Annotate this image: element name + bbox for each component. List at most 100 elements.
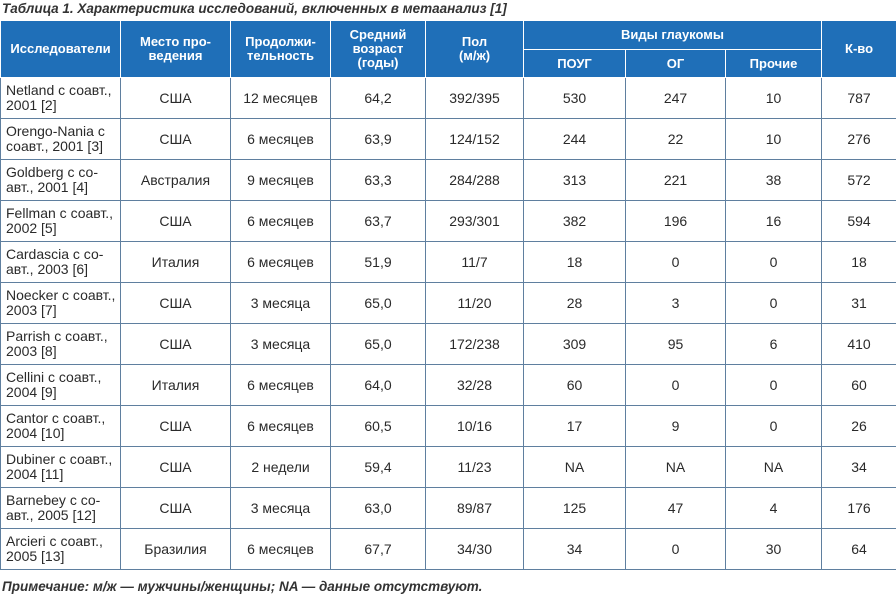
cell-place: Италия <box>120 364 231 406</box>
cell-poug: 60 <box>523 364 626 406</box>
cell-authors: Arcieri с соавт., 2005 [13] <box>0 528 121 570</box>
cell-sex: 34/30 <box>425 528 524 570</box>
cell-duration: 6 месяцев <box>230 405 331 447</box>
cell-og: 196 <box>625 200 726 242</box>
table-row: Orengo-Nania с соавт., 2001 [3] США 6 меся… <box>0 118 896 160</box>
cell-other: 10 <box>724 77 823 119</box>
cell-other: 30 <box>724 528 823 570</box>
cell-mean-age: 65,0 <box>330 323 426 365</box>
cell-authors: Netland с соавт., 2001 [2] <box>0 77 121 119</box>
cell-og: 0 <box>625 241 726 283</box>
cell-place: США <box>120 200 231 242</box>
cell-duration: 6 месяцев <box>230 528 331 570</box>
cell-place: Италия <box>120 241 231 283</box>
cell-other: 10 <box>724 118 823 160</box>
header-og: ОГ <box>625 49 726 78</box>
table-row: Fellman с соавт., 2002 [5] США 6 месяцев 63… <box>0 200 896 242</box>
cell-poug: 34 <box>523 528 626 570</box>
cell-poug: 530 <box>523 77 626 119</box>
cell-place: США <box>120 118 231 160</box>
cell-count: 31 <box>821 282 896 324</box>
cell-og: 47 <box>625 487 726 529</box>
cell-sex: 284/288 <box>425 159 524 201</box>
table-row: Noecker с соавт., 2003 [7] США 3 месяца 65,… <box>0 282 896 324</box>
cell-mean-age: 51,9 <box>330 241 426 283</box>
cell-other: 0 <box>724 364 823 406</box>
cell-sex: 89/87 <box>425 487 524 529</box>
cell-authors: Fellman с соавт., 2002 [5] <box>0 200 121 242</box>
table-row: Parrish с соавт., 2003 [8] США 3 месяца 65,… <box>0 323 896 365</box>
cell-authors: Barnebey с со-авт., 2005 [12] <box>0 487 121 529</box>
table-row: Goldberg с со-авт., 2001 [4] Австралия 9 м… <box>0 159 896 201</box>
cell-authors: Cellini с соавт., 2004 [9] <box>0 364 121 406</box>
cell-duration: 3 месяца <box>230 282 331 324</box>
cell-count: 64 <box>821 528 896 570</box>
cell-count: 572 <box>821 159 896 201</box>
cell-duration: 3 месяца <box>230 323 331 365</box>
cell-og: 221 <box>625 159 726 201</box>
cell-count: 34 <box>821 446 896 488</box>
cell-mean-age: 65,0 <box>330 282 426 324</box>
cell-place: Австралия <box>120 159 231 201</box>
cell-sex: 172/238 <box>425 323 524 365</box>
cell-og: 95 <box>625 323 726 365</box>
cell-count: 18 <box>821 241 896 283</box>
cell-authors: Cardascia с со-авт., 2003 [6] <box>0 241 121 283</box>
cell-duration: 6 месяцев <box>230 118 331 160</box>
cell-place: Бразилия <box>120 528 231 570</box>
cell-mean-age: 59,4 <box>330 446 426 488</box>
cell-poug: 313 <box>523 159 626 201</box>
cell-mean-age: 64,0 <box>330 364 426 406</box>
cell-authors: Orengo-Nania с соавт., 2001 [3] <box>0 118 121 160</box>
cell-og: 0 <box>625 528 726 570</box>
cell-og: 22 <box>625 118 726 160</box>
cell-place: США <box>120 77 231 119</box>
table-row: Cantor с соавт., 2004 [10] США 6 месяцев 60… <box>0 405 896 447</box>
cell-other: 0 <box>724 282 823 324</box>
cell-authors: Parrish с соавт., 2003 [8] <box>0 323 121 365</box>
cell-mean-age: 63,9 <box>330 118 426 160</box>
cell-authors: Dubiner с соавт., 2004 [11] <box>0 446 121 488</box>
cell-count: 787 <box>821 77 896 119</box>
cell-sex: 11/20 <box>425 282 524 324</box>
table-caption: Таблица 1. Характеристика исследований, … <box>2 1 507 16</box>
cell-mean-age: 63,0 <box>330 487 426 529</box>
cell-sex: 392/395 <box>425 77 524 119</box>
table-row: Dubiner с соавт., 2004 [11] США 2 недели 59… <box>0 446 896 488</box>
cell-sex: 293/301 <box>425 200 524 242</box>
header-researchers: Исследователи <box>0 20 121 78</box>
cell-poug: 18 <box>523 241 626 283</box>
header-count: К-во <box>821 20 896 78</box>
header-glaucoma-types: Виды глаукомы <box>522 20 823 50</box>
cell-mean-age: 63,3 <box>330 159 426 201</box>
cell-other: NA <box>724 446 823 488</box>
cell-duration: 2 недели <box>230 446 331 488</box>
cell-poug: 382 <box>523 200 626 242</box>
cell-count: 594 <box>821 200 896 242</box>
cell-duration: 9 месяцев <box>230 159 331 201</box>
cell-sex: 11/7 <box>425 241 524 283</box>
cell-place: США <box>120 282 231 324</box>
cell-count: 276 <box>821 118 896 160</box>
cell-poug: NA <box>523 446 626 488</box>
cell-duration: 3 месяца <box>230 487 331 529</box>
table-body: Netland с соавт., 2001 [2] США 12 месяцев 6… <box>0 77 896 570</box>
table-row: Barnebey с со-авт., 2005 [12] США 3 месяца… <box>0 487 896 529</box>
cell-other: 38 <box>724 159 823 201</box>
header-sex: Пол (м/ж) <box>425 20 524 78</box>
cell-poug: 125 <box>523 487 626 529</box>
cell-poug: 28 <box>523 282 626 324</box>
header-duration: Продолжи-тельность <box>230 20 331 78</box>
cell-authors: Cantor с соавт., 2004 [10] <box>0 405 121 447</box>
table-row: Arcieri с соавт., 2005 [13] Бразилия 6 мес… <box>0 528 896 570</box>
cell-place: США <box>120 487 231 529</box>
cell-mean-age: 64,2 <box>330 77 426 119</box>
cell-poug: 17 <box>523 405 626 447</box>
cell-og: 0 <box>625 364 726 406</box>
cell-mean-age: 60,5 <box>330 405 426 447</box>
cell-other: 0 <box>724 405 823 447</box>
cell-mean-age: 67,7 <box>330 528 426 570</box>
cell-other: 0 <box>724 241 823 283</box>
cell-duration: 12 месяцев <box>230 77 331 119</box>
cell-count: 26 <box>821 405 896 447</box>
